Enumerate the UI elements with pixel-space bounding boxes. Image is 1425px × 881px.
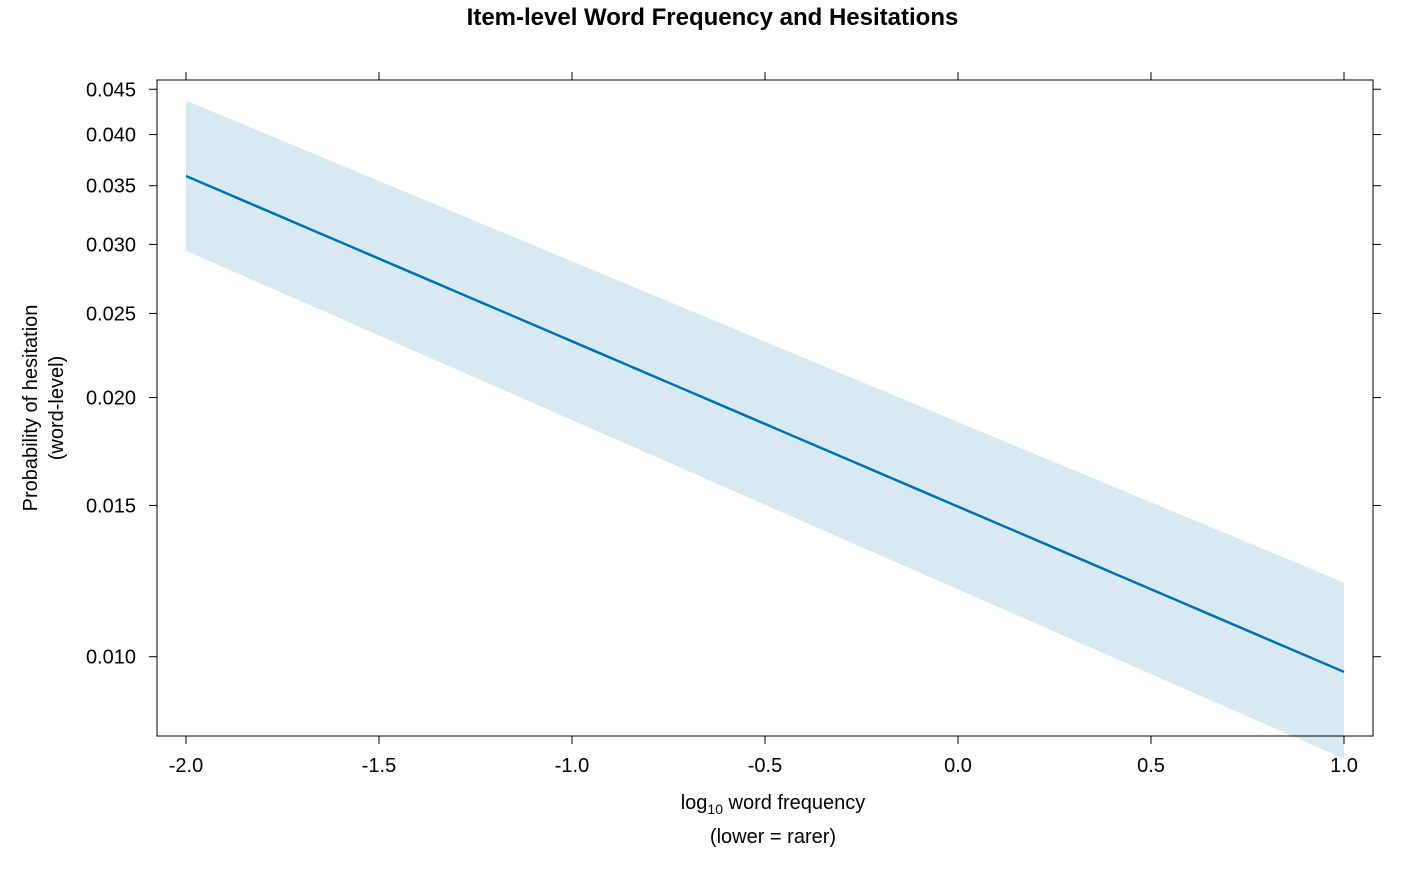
x-axis-label-rest: word frequency: [723, 792, 865, 814]
y-tick-label: 0.020: [86, 388, 136, 410]
y-tick-label: 0.010: [86, 647, 136, 669]
chart-title: Item-level Word Frequency and Hesitation…: [466, 4, 959, 31]
y-axis-label: Probability of hesitation (word-level): [20, 305, 68, 512]
x-tick-label: -2.0: [169, 755, 203, 777]
x-axis: -2.0 -1.5 -1.0 -0.5 0.0 0.5 1.0: [169, 72, 1358, 777]
y-tick-label: 0.045: [86, 79, 136, 101]
confidence-band: [186, 100, 1344, 759]
y-axis-label-line2: (word-level): [46, 356, 68, 460]
confidence-band-layer: [186, 100, 1344, 759]
x-axis-label-base: log: [681, 792, 708, 814]
x-axis-label-line2: (lower = rarer): [710, 826, 836, 848]
x-axis-label: log10 word frequency: [681, 792, 866, 817]
x-tick-label: -1.5: [362, 755, 396, 777]
y-axis-label-line1: Probability of hesitation: [20, 305, 42, 512]
y-axis: 0.010 0.015 0.020 0.025 0.030 0.035 0.040 0.045: [86, 79, 1381, 669]
x-tick-label: -0.5: [748, 755, 782, 777]
x-tick-label: -1.0: [555, 755, 589, 777]
y-tick-label: 0.025: [86, 303, 136, 325]
x-tick-label: 0.5: [1137, 755, 1165, 777]
fit-line-layer: [185, 174, 1345, 674]
y-tick-label: 0.035: [86, 176, 136, 198]
x-tick-label: 0.0: [944, 755, 972, 777]
y-tick-label: 0.040: [86, 125, 136, 147]
x-tick-label: 1.0: [1330, 755, 1358, 777]
y-tick-label: 0.015: [86, 495, 136, 517]
fit-line: [185, 174, 1345, 674]
x-axis-label-subscript: 10: [707, 801, 723, 817]
y-tick-label: 0.030: [86, 234, 136, 256]
